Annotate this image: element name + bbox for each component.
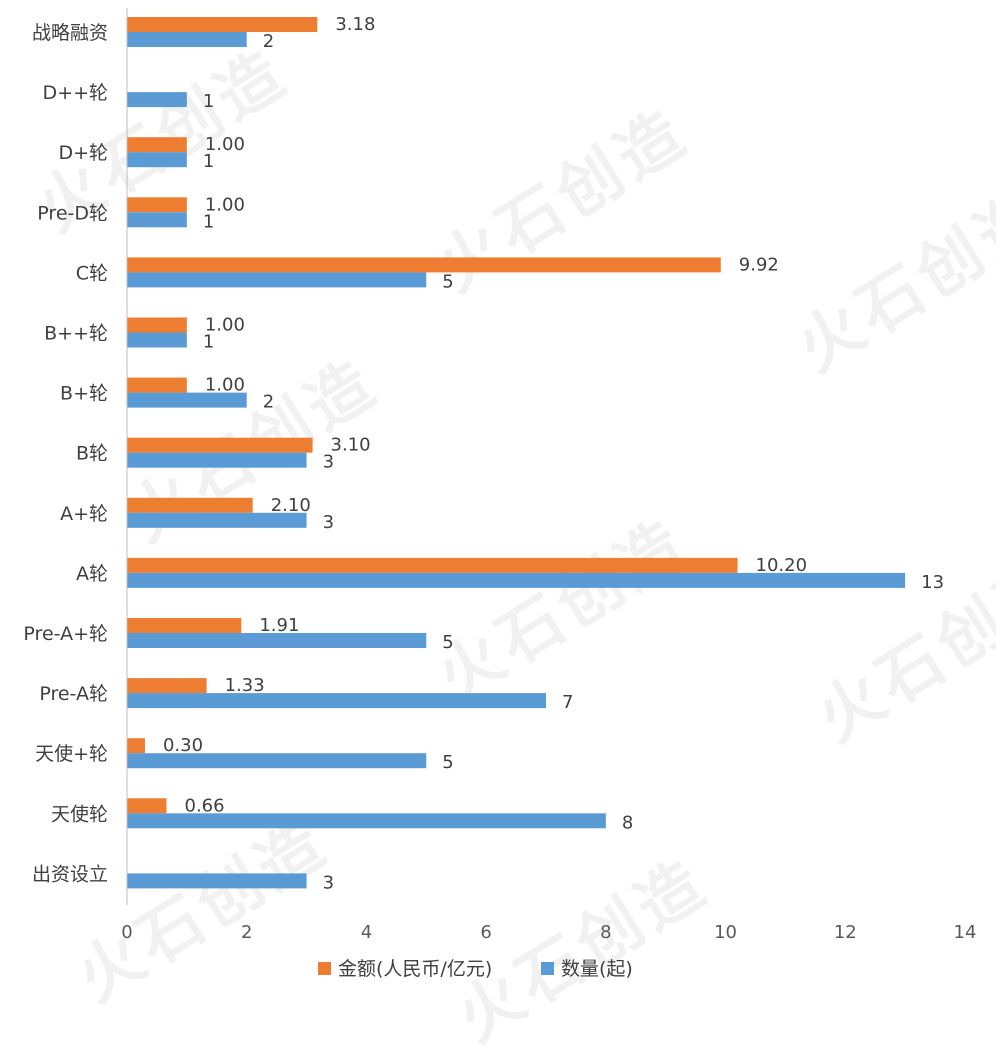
bar-count	[127, 92, 187, 108]
data-label-count: 1	[203, 91, 214, 112]
data-label-count: 3	[323, 452, 334, 473]
x-tick-label: 4	[361, 922, 372, 943]
bar-amount	[127, 738, 145, 754]
data-label-count: 2	[263, 392, 274, 413]
data-label-amount: 10.20	[756, 555, 808, 576]
bar-amount	[127, 557, 738, 573]
category-label: 天使+轮	[35, 743, 108, 765]
data-label-count: 1	[203, 211, 214, 232]
data-label-count: 1	[203, 332, 214, 353]
x-tick-label: 8	[600, 922, 611, 943]
bar-count	[127, 452, 307, 468]
bar-count	[127, 332, 187, 348]
legend-label: 金额(人民币/亿元)	[338, 958, 492, 980]
labels-layer: 3.18211.0011.0019.9251.0011.0023.1032.10…	[163, 14, 944, 893]
bar-amount	[127, 137, 187, 153]
bar-chart: 3.18211.0011.0019.9251.0011.0023.1032.10…	[23, 8, 976, 980]
category-label: B+轮	[60, 383, 108, 405]
data-label-count: 2	[263, 31, 274, 52]
category-label: Pre-A轮	[39, 683, 108, 705]
data-label-count: 5	[442, 752, 453, 773]
bar-amount	[127, 497, 253, 513]
category-label: B轮	[76, 443, 108, 465]
bar-amount	[127, 317, 187, 333]
data-label-amount: 1.00	[205, 134, 245, 155]
data-label-amount: 1.91	[259, 615, 299, 636]
bar-amount	[127, 798, 167, 814]
x-tick-label: 6	[480, 922, 491, 943]
data-label-amount: 2.10	[271, 495, 311, 516]
data-label-amount: 3.18	[335, 14, 375, 35]
data-label-count: 8	[622, 812, 633, 833]
category-label: 天使轮	[51, 803, 108, 825]
category-label: A+轮	[60, 503, 108, 525]
bar-count	[127, 392, 247, 408]
bar-count	[127, 813, 606, 829]
data-label-count: 1	[203, 151, 214, 172]
bar-amount	[127, 437, 313, 453]
x-tick-label: 10	[714, 922, 737, 943]
data-label-amount: 1.00	[205, 194, 245, 215]
category-label: D++轮	[43, 82, 108, 104]
bars-layer	[127, 17, 906, 889]
data-label-amount: 1.00	[205, 315, 245, 336]
bar-amount	[127, 197, 187, 213]
bar-count	[127, 873, 307, 889]
data-label-amount: 0.30	[163, 735, 203, 756]
axes-layer: 战略融资 D++轮 D+轮 Pre-D轮 C轮 B++轮 B+轮 B轮 A+轮 A轮 Pre-A+轮…	[23, 8, 976, 943]
bar-count	[127, 693, 546, 709]
data-label-amount: 0.66	[185, 795, 225, 816]
data-label-count: 5	[442, 271, 453, 292]
bar-amount	[127, 17, 318, 32]
data-label-count: 5	[442, 632, 453, 653]
bar-count	[127, 572, 906, 588]
x-tick-label: 12	[834, 922, 857, 943]
category-label: B++轮	[44, 323, 108, 345]
bar-amount	[127, 618, 242, 633]
data-label-amount: 3.10	[331, 435, 371, 456]
x-tick-label: 14	[954, 922, 977, 943]
category-label: D+轮	[58, 142, 108, 164]
bar-amount	[127, 377, 187, 393]
data-label-count: 3	[323, 512, 334, 533]
data-label-amount: 9.92	[739, 254, 779, 275]
bar-amount	[127, 678, 207, 694]
legend-swatch	[541, 962, 554, 975]
data-label-amount: 1.33	[225, 675, 265, 696]
category-label: C轮	[76, 262, 108, 284]
category-label: 出资设立	[32, 863, 108, 885]
data-label-count: 13	[921, 572, 944, 593]
bar-count	[127, 753, 427, 769]
category-label: A轮	[76, 563, 108, 585]
category-label: 战略融资	[32, 22, 108, 44]
legend: 金额(人民币/亿元) 数量(起)	[318, 958, 633, 980]
bar-count	[127, 512, 307, 528]
data-label-count: 3	[323, 872, 334, 893]
bar-count	[127, 32, 247, 47]
bar-count	[127, 272, 427, 288]
data-label-count: 7	[562, 692, 573, 713]
legend-swatch	[318, 962, 331, 975]
bar-amount	[127, 257, 721, 273]
bar-count	[127, 212, 187, 228]
legend-label: 数量(起)	[561, 958, 633, 980]
category-label: Pre-A+轮	[23, 623, 108, 645]
data-label-amount: 1.00	[205, 375, 245, 396]
bar-count	[127, 152, 187, 168]
x-tick-label: 2	[241, 922, 252, 943]
category-label: Pre-D轮	[37, 202, 108, 224]
bar-count	[127, 633, 427, 648]
x-tick-label: 0	[121, 922, 132, 943]
